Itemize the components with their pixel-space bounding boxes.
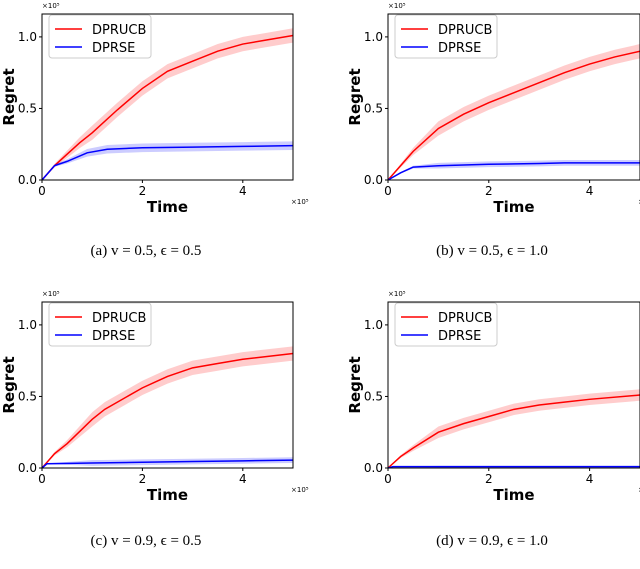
x-tick-label: 4 (586, 472, 594, 486)
x-tick-label: 0 (384, 472, 392, 486)
x-tick-label: 4 (239, 472, 247, 486)
legend-label: DPRUCB (438, 311, 492, 326)
series-line-DPRUCB (387, 50, 640, 181)
x-tick-label: 0 (384, 184, 392, 198)
y-tick-label: 0.5 (18, 389, 37, 403)
series-line-DPRUCB (387, 394, 640, 469)
x-tick-label: 2 (485, 184, 493, 198)
y-multiplier: ×10⁵ (388, 2, 406, 10)
y-tick-label: 0.0 (364, 173, 383, 187)
x-axis-label: Time (493, 198, 534, 216)
x-tick-label: 2 (139, 184, 147, 198)
legend: DPRUCB DPRSE (48, 14, 152, 59)
legend-label: DPRSE (92, 41, 135, 56)
y-tick-label: 1.0 (18, 30, 37, 44)
legend-label: DPRSE (92, 329, 135, 344)
y-axis-label: Regret (346, 356, 364, 413)
y-tick-label: 0.0 (18, 461, 37, 475)
series-line-DPRSE (41, 144, 294, 181)
y-tick-label: 1.0 (18, 318, 37, 332)
y-tick-label: 0.5 (364, 101, 383, 115)
legend: DPRUCB DPRSE (48, 302, 152, 347)
x-tick-label: 0 (38, 472, 46, 486)
series-line-DPRSE (387, 162, 640, 181)
legend-label: DPRUCB (438, 23, 492, 38)
series-line-DPRUCB (41, 352, 294, 469)
subplot-caption: (d) v = 0.9, ϵ = 1.0 (436, 533, 548, 549)
subplot-caption: (c) v = 0.9, ϵ = 0.5 (91, 533, 202, 549)
plot-frame (41, 13, 294, 181)
legend-label: DPRUCB (92, 23, 146, 38)
series-line-DPRSE (41, 459, 294, 469)
x-axis-label: Time (493, 486, 534, 504)
x-multiplier: ×10⁵ (291, 198, 309, 206)
x-tick-label: 2 (485, 472, 493, 486)
legend: DPRUCB DPRSE (394, 14, 498, 59)
x-axis-label: Time (147, 486, 188, 504)
y-tick-label: 0.5 (18, 101, 37, 115)
legend: DPRUCB DPRSE (394, 302, 498, 347)
y-multiplier: ×10⁵ (42, 2, 60, 10)
x-tick-label: 2 (139, 472, 147, 486)
plot-frame (387, 301, 640, 469)
y-tick-label: 0.0 (364, 461, 383, 475)
legend-label: DPRUCB (92, 311, 146, 326)
plot-frame (41, 301, 294, 469)
y-axis-label: Regret (346, 68, 364, 125)
y-tick-label: 1.0 (364, 30, 383, 44)
y-tick-label: 0.5 (364, 389, 383, 403)
subplot-caption: (a) v = 0.5, ϵ = 0.5 (91, 243, 202, 259)
y-multiplier: ×10⁵ (42, 290, 60, 298)
plot-frame (387, 13, 640, 181)
x-tick-label: 4 (239, 184, 247, 198)
y-axis-label: Regret (0, 356, 18, 413)
y-axis-label: Regret (0, 68, 18, 125)
confidence-band-DPRUCB (42, 28, 293, 180)
x-tick-label: 0 (38, 184, 46, 198)
y-tick-label: 1.0 (364, 318, 383, 332)
y-tick-label: 0.0 (18, 173, 37, 187)
confidence-band-DPRUCB (388, 44, 640, 180)
subplot-2: 0 2 4 0.0 0.5 1.0 Time Regret ×10⁵ ×10⁵ DPRUCB DPRS… (0, 290, 309, 549)
subplot-1: 0 2 4 0.0 0.5 1.0 Time Regret ×10⁵ ×10⁵ DPRUCB DPRS… (346, 2, 640, 259)
legend-label: DPRSE (438, 329, 481, 344)
subplot-caption: (b) v = 0.5, ϵ = 1.0 (436, 243, 548, 259)
confidence-band-DPRUCB (42, 346, 293, 468)
series-line-DPRSE (387, 465, 640, 469)
y-multiplier: ×10⁵ (388, 290, 406, 298)
subplot-3: 0 2 4 0.0 0.5 1.0 Time Regret ×10⁵ ×10⁵ DPRUCB DPRS… (346, 290, 640, 549)
confidence-band-DPRUCB (388, 389, 640, 468)
x-multiplier: ×10⁵ (638, 486, 640, 494)
legend-label: DPRSE (438, 41, 481, 56)
x-axis-label: Time (147, 198, 188, 216)
series-line-DPRUCB (41, 34, 294, 181)
x-multiplier: ×10⁵ (291, 486, 309, 494)
x-multiplier: ×10⁵ (638, 198, 640, 206)
x-tick-label: 4 (586, 184, 594, 198)
confidence-band-DPRSE (42, 141, 293, 180)
subplot-0: 0 2 4 0.0 0.5 1.0 Time Regret ×10⁵ ×10⁵ DPRUCB DPRS… (0, 2, 309, 259)
